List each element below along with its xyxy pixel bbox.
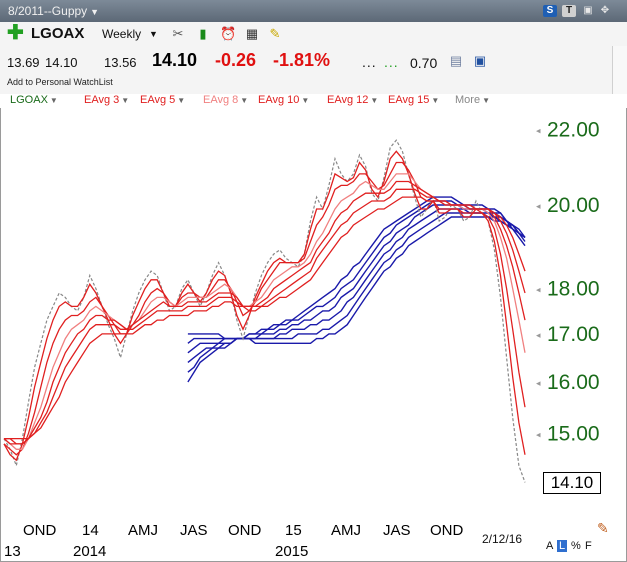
indicator-dots-green: ... bbox=[384, 54, 399, 70]
note-icon[interactable]: ✎ bbox=[269, 26, 281, 41]
indicator-dots: ... bbox=[362, 54, 377, 70]
price-tick-label: 16.00 bbox=[547, 371, 600, 394]
tick-marker-icon: ◂ bbox=[536, 378, 541, 388]
ema-line-eavg-5 bbox=[3, 161, 526, 456]
study-eavg-3[interactable]: EAvg 3 ▼ bbox=[84, 94, 129, 106]
scale-option-l[interactable]: L bbox=[557, 540, 568, 552]
grid-icon[interactable]: ▦ bbox=[245, 26, 259, 41]
study-lgoax[interactable]: LGOAX ▼ bbox=[10, 94, 58, 106]
as-of-date: 2/12/16 bbox=[482, 532, 523, 546]
study-more[interactable]: More ▼ bbox=[455, 94, 490, 106]
chevron-down-icon[interactable]: ▼ bbox=[177, 96, 186, 105]
study-label: EAvg 3 bbox=[84, 94, 120, 106]
open-price: 13.69 bbox=[7, 55, 40, 70]
year-tick-label: 2015 bbox=[275, 543, 308, 560]
year-tick-label: 13 bbox=[4, 543, 21, 560]
time-tick-label: OND bbox=[228, 522, 262, 539]
study-label: More bbox=[455, 94, 481, 106]
last-price: 14.10 bbox=[152, 50, 198, 70]
period-selector[interactable]: Weekly bbox=[102, 27, 142, 41]
chevron-down-icon[interactable]: ▼ bbox=[149, 29, 158, 39]
add-symbol-icon[interactable]: ✚ bbox=[7, 22, 24, 44]
study-label: EAvg 10 bbox=[258, 94, 300, 106]
chevron-down-icon[interactable]: ▼ bbox=[482, 96, 490, 105]
chevron-down-icon[interactable]: ▼ bbox=[90, 7, 100, 17]
time-tick-label: 14 bbox=[82, 522, 99, 539]
tick-marker-icon: ◂ bbox=[536, 201, 541, 211]
price-chart[interactable]: 22.00 ◂ 20.00 ◂ 18.00 ◂ 17.00 ◂ 16.00 ◂ 15.00 ◂ OND… bbox=[0, 108, 627, 562]
symbol-label[interactable]: LGOAX bbox=[31, 25, 85, 42]
window-title[interactable]: 8/2011--Guppy ▼ bbox=[8, 4, 99, 18]
study-label: EAvg 8 bbox=[203, 94, 239, 106]
alert-clock-icon[interactable]: ⏰ bbox=[220, 26, 237, 41]
study-eavg-5[interactable]: EAvg 5 ▼ bbox=[140, 94, 185, 106]
time-tick-label: 15 bbox=[285, 522, 302, 539]
scale-option-f[interactable]: F bbox=[585, 540, 592, 552]
scale-option-a[interactable]: A bbox=[546, 540, 554, 552]
last-price-marker: 14.10 bbox=[543, 472, 601, 494]
tick-marker-icon: ◂ bbox=[536, 125, 541, 135]
quote-bar: 13.69 14.10 13.56 14.10 -0.26 -1.81% ...… bbox=[0, 46, 627, 95]
drawing-tools-icon[interactable]: ✂ bbox=[172, 26, 184, 41]
tick-marker-icon: ◂ bbox=[536, 429, 541, 439]
time-tick-label: JAS bbox=[180, 522, 208, 539]
study-eavg-10[interactable]: EAvg 10 ▼ bbox=[258, 94, 309, 106]
time-tick-label: OND bbox=[430, 522, 464, 539]
text-size-icon[interactable]: T bbox=[562, 5, 576, 17]
study-label: EAvg 12 bbox=[327, 94, 369, 106]
save-icon[interactable]: ▣ bbox=[473, 53, 487, 68]
high-price: 14.10 bbox=[45, 55, 78, 70]
studies-bar: LGOAX ▼ EAvg 3 ▼ EAvg 5 ▼ EAvg 8 ▼ EAvg 10 ▼ EAvg … bbox=[0, 94, 627, 108]
time-tick-label: JAS bbox=[383, 522, 411, 539]
price-line bbox=[3, 139, 526, 483]
study-eavg-15[interactable]: EAvg 15 ▼ bbox=[388, 94, 439, 106]
database-icon[interactable]: ▤ bbox=[449, 53, 463, 68]
chevron-down-icon[interactable]: ▼ bbox=[240, 96, 249, 105]
price-tick-label: 18.00 bbox=[547, 278, 600, 301]
move-icon[interactable]: ✥ bbox=[600, 5, 610, 16]
price-tick-label: 22.00 bbox=[547, 118, 600, 141]
price-change-percent: -1.81% bbox=[273, 50, 331, 70]
price-tick-label: 20.00 bbox=[547, 194, 600, 217]
study-label: EAvg 15 bbox=[388, 94, 430, 106]
tick-marker-icon: ◂ bbox=[536, 285, 541, 295]
scale-option-percent[interactable]: % bbox=[571, 540, 581, 552]
window-title-text: 8/2011--Guppy bbox=[8, 4, 88, 18]
chevron-down-icon[interactable]: ▼ bbox=[49, 96, 58, 105]
long-term-ema-line bbox=[187, 208, 526, 354]
chart-type-icon[interactable]: ▮ bbox=[199, 26, 207, 41]
study-eavg-12[interactable]: EAvg 12 ▼ bbox=[327, 94, 378, 106]
long-term-ema-line bbox=[187, 196, 526, 383]
price-change: -0.26 bbox=[215, 50, 257, 70]
time-tick-label: AMJ bbox=[331, 522, 361, 539]
chevron-down-icon[interactable]: ▼ bbox=[121, 96, 130, 105]
save-icon[interactable]: ▣ bbox=[583, 5, 593, 16]
ema-line-eavg-15 bbox=[4, 196, 526, 440]
study-label: LGOAX bbox=[10, 94, 48, 106]
long-term-ema-line bbox=[187, 200, 526, 373]
year-tick-label: 2014 bbox=[73, 543, 106, 560]
price-tick-label: 15.00 bbox=[547, 422, 600, 445]
title-bar[interactable]: 8/2011--Guppy ▼ S T ▣ ✥ bbox=[0, 0, 627, 22]
chevron-down-icon[interactable]: ▼ bbox=[431, 96, 440, 105]
chevron-down-icon[interactable]: ▼ bbox=[370, 96, 379, 105]
tick-marker-icon: ◂ bbox=[536, 330, 541, 340]
study-eavg-8[interactable]: EAvg 8 ▼ bbox=[203, 94, 248, 106]
study-label: EAvg 5 bbox=[140, 94, 176, 106]
chevron-down-icon[interactable]: ▼ bbox=[301, 96, 310, 105]
pencil-icon[interactable]: ✎ bbox=[597, 520, 609, 536]
low-price: 13.56 bbox=[104, 55, 137, 70]
share-icon[interactable]: S bbox=[543, 5, 557, 17]
ema-line-eavg-12 bbox=[4, 188, 526, 445]
ema-line-eavg-3 bbox=[3, 150, 526, 462]
toolbar-scrollbar[interactable] bbox=[612, 46, 627, 108]
price-tick-label: 17.00 bbox=[547, 323, 600, 346]
add-to-watchlist-link[interactable]: Add to Personal WatchList bbox=[7, 77, 113, 87]
time-tick-label: AMJ bbox=[128, 522, 158, 539]
time-tick-label: OND bbox=[23, 522, 57, 539]
symbol-toolbar: ✚ LGOAX Weekly ▼ ✂ ▮ ⏰ ▦ ✎ bbox=[0, 22, 627, 46]
volume-value: 0.70 bbox=[410, 55, 438, 71]
